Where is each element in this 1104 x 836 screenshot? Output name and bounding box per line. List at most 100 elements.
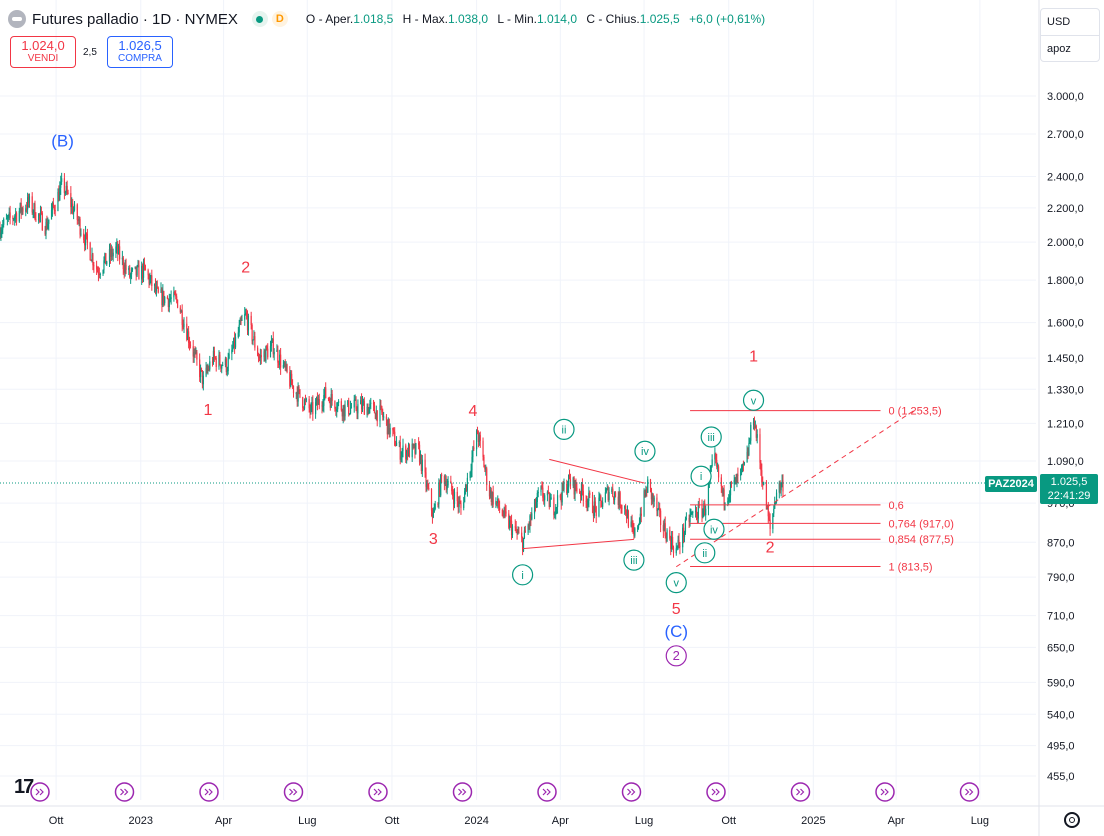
x-tick-label: Ott (385, 815, 400, 827)
candle-body (741, 463, 744, 467)
candle-body (385, 416, 388, 420)
last-price: 1.025,5 (1050, 476, 1088, 488)
candle-body (586, 501, 588, 506)
candle-body (381, 406, 383, 413)
event-marker-icon (368, 782, 388, 802)
candle-body (541, 486, 543, 488)
candle-body (283, 362, 285, 366)
candle-body (161, 289, 163, 306)
candle-body (257, 355, 260, 358)
candle-body (724, 502, 726, 505)
candle-body (225, 358, 227, 373)
event-marker-icon (621, 782, 642, 802)
candle-body (121, 257, 123, 260)
candle-body (703, 503, 705, 511)
candle-body (418, 444, 421, 463)
candle-body (692, 511, 694, 513)
event-marker-icon (114, 782, 135, 802)
candle-body (555, 507, 557, 515)
market-open-icon[interactable] (251, 11, 268, 27)
candle-body (690, 513, 692, 515)
candle-body (266, 346, 268, 349)
candle-body (413, 444, 415, 446)
change-value: +6,0 (+0,61%) (689, 12, 766, 26)
candle-body (188, 331, 190, 343)
candle-body (573, 477, 575, 495)
candle-body (694, 510, 697, 512)
wave-label: iii (630, 555, 637, 567)
candle-body (344, 405, 346, 417)
candle-body (234, 337, 236, 348)
wave-label-circle (665, 571, 687, 594)
y-tick-label: 1.330,0 (1047, 384, 1084, 396)
candle-body (14, 216, 16, 219)
candle-body (327, 397, 330, 399)
candle-body (163, 290, 165, 304)
candle-body (556, 495, 559, 507)
candle-body (361, 401, 364, 410)
candle-body (727, 501, 729, 503)
candle-body (389, 427, 391, 435)
candle-body (289, 372, 291, 387)
candle-body (118, 246, 120, 255)
candle-body (349, 407, 352, 414)
x-tick-label: 2023 (129, 815, 153, 827)
candle-body (701, 505, 703, 518)
candle-body (167, 298, 169, 308)
candle-body (65, 185, 67, 193)
candle-body (536, 493, 538, 502)
candle-body (484, 467, 486, 470)
candle-body (407, 445, 410, 456)
candle-body (12, 217, 14, 220)
candle-body (135, 266, 137, 276)
candle-body (550, 497, 552, 500)
sell-button[interactable]: 1.024,0 VENDI (10, 36, 76, 68)
candle-body (272, 338, 274, 355)
event-marker-icon (283, 782, 304, 802)
candle-body (501, 510, 503, 516)
tradingview-logo-icon[interactable]: 17 (14, 776, 34, 798)
candle-body (440, 474, 442, 496)
candle-body (612, 488, 614, 497)
candle-body (395, 445, 397, 447)
currency-select[interactable]: USD (1047, 16, 1071, 28)
event-marker-icon (706, 782, 726, 802)
chart-title[interactable]: Futures palladio · 1D · NYMEX (32, 10, 238, 28)
candle-body (104, 253, 106, 261)
fib-level-label: 0 (1.253,5) (889, 406, 942, 418)
candle-body (748, 442, 750, 455)
candle-body (64, 192, 66, 194)
candle-body (463, 502, 465, 509)
candle-body (58, 191, 60, 201)
candle-body (576, 487, 578, 492)
candle-body (374, 413, 376, 419)
wave-label: ii (702, 548, 707, 560)
delayed-badge[interactable]: D (271, 11, 288, 27)
candle-body (457, 501, 459, 507)
scale-select[interactable]: apoz (1041, 35, 1099, 62)
candle-body (45, 221, 47, 235)
candle-body (659, 507, 661, 511)
buy-button[interactable]: 1.026,5 COMPRA (107, 36, 173, 68)
wave-label-circle (634, 440, 656, 462)
candle-body (504, 508, 506, 512)
candle-body (778, 482, 780, 493)
candle-body (488, 485, 491, 497)
candle-body (763, 482, 765, 485)
candle-body (460, 503, 462, 509)
symbol-icon[interactable] (8, 10, 26, 28)
candle-body (491, 492, 493, 503)
candle-body (412, 443, 414, 446)
y-tick-label: 2.400,0 (1047, 171, 1084, 183)
candle-body (124, 264, 126, 273)
candle-body (774, 502, 776, 509)
candle-body (137, 264, 139, 267)
settings-gear-icon[interactable] (1064, 812, 1080, 828)
candle-body (199, 359, 201, 378)
candle-body (329, 400, 331, 408)
wave-label: 5 (672, 601, 681, 618)
currency-scale-panel: USD apoz (1040, 8, 1100, 62)
candle-body (205, 367, 207, 376)
candle-body (208, 368, 210, 370)
